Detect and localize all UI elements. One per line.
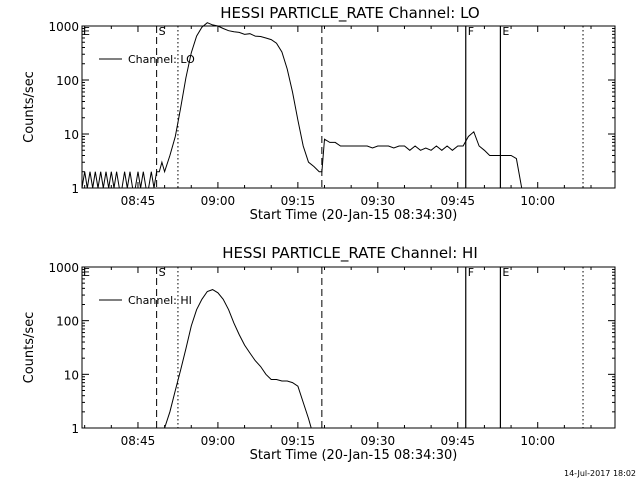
edge-marker-label: E: [83, 266, 90, 279]
y-tick-label: 1: [71, 182, 79, 196]
y-tick-label: 1000: [48, 20, 79, 34]
x-tick-label: 10:00: [520, 434, 555, 448]
x-tick-label: 09:45: [440, 434, 475, 448]
marker-label-s: S: [159, 266, 166, 279]
x-tick-label: 09:15: [281, 434, 316, 448]
lo-channel-panel: HESSI PARTICLE_RATE Channel: LO 08:45 09:…: [22, 4, 616, 223]
y-tick-label: 100: [56, 315, 79, 329]
series-line: [81, 22, 581, 189]
marker-label-f: F: [468, 25, 474, 38]
marker-label-f: F: [468, 266, 474, 279]
lo-chart-title: HESSI PARTICLE_RATE Channel: LO: [220, 4, 479, 23]
plot-frame: [81, 25, 616, 189]
x-tick-label: 10:00: [520, 194, 555, 208]
y-tick-label: 1000: [48, 261, 79, 275]
x-axis-label: Start Time (20-Jan-15 08:34:30): [250, 208, 458, 223]
x-tick-label: 08:45: [121, 194, 156, 208]
y-axis-label: Counts/sec: [22, 312, 37, 384]
generation-timestamp: 14-Jul-2017 18:02: [564, 469, 636, 478]
x-tick-label: 09:00: [201, 194, 236, 208]
x-tick-label: 08:45: [121, 434, 156, 448]
y-tick-label: 10: [64, 128, 79, 142]
hi-channel-panel: HESSI PARTICLE_RATE Channel: HI 08:45 09:…: [22, 244, 616, 463]
x-tick-label: 09:45: [440, 194, 475, 208]
plot-frame: [81, 266, 616, 429]
legend-label: Channel: LO: [128, 53, 195, 66]
y-tick-label: 1: [71, 422, 79, 436]
y-tick-label: 100: [56, 74, 79, 88]
x-tick-label: 09:30: [361, 194, 396, 208]
edge-marker-label: E: [83, 25, 90, 38]
marker-label-s: S: [159, 25, 166, 38]
hi-chart-title: HESSI PARTICLE_RATE Channel: HI: [222, 244, 478, 263]
marker-label-e: E: [502, 266, 509, 279]
x-axis-label: Start Time (20-Jan-15 08:34:30): [250, 448, 458, 463]
x-tick-label: 09:15: [281, 194, 316, 208]
x-tick-label: 09:00: [201, 434, 236, 448]
series-line: [164, 289, 312, 429]
legend-label: Channel: HI: [128, 294, 192, 307]
marker-label-e: E: [502, 25, 509, 38]
y-tick-label: 10: [64, 368, 79, 382]
y-axis-label: Counts/sec: [22, 71, 37, 143]
x-tick-label: 09:30: [361, 434, 396, 448]
